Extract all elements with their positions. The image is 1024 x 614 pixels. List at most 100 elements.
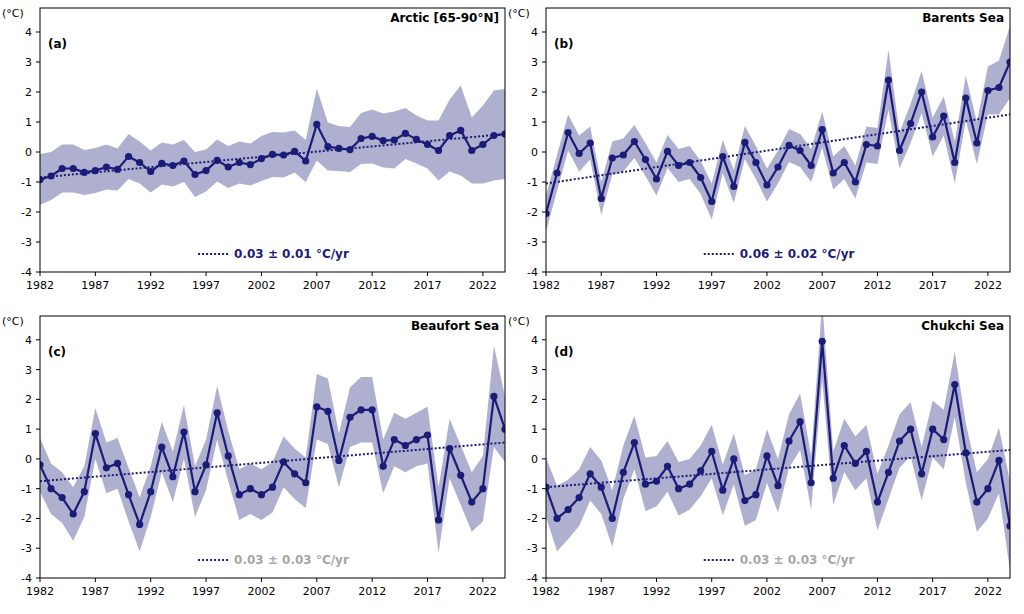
x-tick-label: 1992 (137, 585, 165, 598)
y-tick (542, 92, 546, 93)
y-tick-label: -4 (527, 572, 538, 585)
panel-label: (c) (48, 345, 66, 359)
data-point (896, 437, 903, 444)
data-point (369, 406, 376, 413)
y-tick (542, 548, 546, 549)
data-point (675, 485, 682, 492)
data-point (951, 159, 958, 166)
data-point (214, 409, 221, 416)
x-tick-label: 2012 (863, 585, 891, 598)
data-point (247, 161, 254, 168)
data-point (59, 165, 66, 172)
trend-label: 0.03 ± 0.01 °C/yr (234, 247, 349, 261)
uncertainty-band (546, 316, 1010, 571)
data-point (369, 133, 376, 140)
x-tick-label: 1982 (532, 585, 560, 598)
y-tick-label: 3 (25, 56, 32, 69)
plot-area (40, 346, 505, 553)
y-tick (36, 578, 40, 579)
data-point (907, 120, 914, 127)
x-tick (656, 272, 657, 276)
data-point (335, 457, 342, 464)
data-point (741, 139, 748, 146)
x-tick-label: 2022 (974, 279, 1002, 292)
legend-swatch (704, 253, 734, 255)
y-tick-label: 1 (25, 116, 32, 129)
trend-line (40, 443, 505, 482)
x-tick (711, 578, 712, 582)
x-tick-label: 1987 (587, 279, 615, 292)
x-tick-label: 2017 (414, 279, 442, 292)
y-tick (542, 32, 546, 33)
panel-title: Chukchi Sea (921, 319, 1004, 333)
y-tick (542, 212, 546, 213)
x-tick-label: 1992 (137, 279, 165, 292)
y-tick-label: -1 (527, 483, 538, 496)
y-tick (542, 152, 546, 153)
x-tick (987, 578, 988, 582)
data-point (774, 482, 781, 489)
x-tick (546, 272, 547, 276)
data-point (435, 516, 442, 523)
data-point (808, 162, 815, 169)
data-point (40, 461, 44, 468)
x-tick (932, 578, 933, 582)
x-tick (261, 578, 262, 582)
y-tick-label: 2 (531, 86, 538, 99)
x-tick-label: 1987 (81, 585, 109, 598)
y-tick-label: 0 (25, 146, 32, 159)
data-point (697, 467, 704, 474)
data-point (47, 485, 54, 492)
data-point (763, 452, 770, 459)
data-point (631, 138, 638, 145)
data-point (70, 165, 77, 172)
y-tick-label: 4 (25, 26, 32, 39)
data-point (553, 169, 560, 176)
x-tick (261, 272, 262, 276)
y-axis-label: (°C) (508, 315, 530, 328)
y-tick (36, 369, 40, 370)
data-point (609, 154, 616, 161)
x-tick (427, 272, 428, 276)
data-point (907, 426, 914, 433)
data-point (346, 414, 353, 421)
data-point (191, 171, 198, 178)
y-tick-label: 2 (531, 393, 538, 406)
x-tick-label: 1997 (698, 279, 726, 292)
data-point (191, 488, 198, 495)
y-tick (542, 182, 546, 183)
x-tick-label: 1982 (26, 279, 54, 292)
data-point (391, 436, 398, 443)
data-point (598, 484, 605, 491)
data-point (940, 112, 947, 119)
x-tick (372, 578, 373, 582)
panel-label: (a) (48, 37, 67, 51)
panel: -4-3-2-101234198219871992199720022007201… (508, 303, 1014, 598)
series-line (546, 62, 1010, 214)
data-point (708, 198, 715, 205)
data-point (501, 426, 505, 433)
uncertainty-band (546, 26, 1010, 232)
x-tick (206, 272, 207, 276)
x-tick-label: 2007 (808, 585, 836, 598)
legend-swatch (704, 559, 734, 561)
y-tick (36, 32, 40, 33)
x-tick (427, 578, 428, 582)
y-axis-label: (°C) (2, 315, 24, 328)
panel: -4-3-2-101234198219871992199720022007201… (2, 315, 509, 598)
data-point (940, 436, 947, 443)
x-tick (482, 578, 483, 582)
trend-label: 0.03 ± 0.03 °C/yr (234, 553, 349, 567)
data-point (380, 463, 387, 470)
x-tick-label: 1992 (642, 585, 670, 598)
y-tick (36, 152, 40, 153)
y-tick-label: -3 (21, 236, 32, 249)
data-point (202, 167, 209, 174)
data-point (103, 163, 110, 170)
data-point (830, 475, 837, 482)
x-tick (877, 272, 878, 276)
y-tick (36, 488, 40, 489)
x-tick-label: 2007 (808, 279, 836, 292)
x-tick-label: 2022 (469, 585, 497, 598)
data-point (752, 159, 759, 166)
